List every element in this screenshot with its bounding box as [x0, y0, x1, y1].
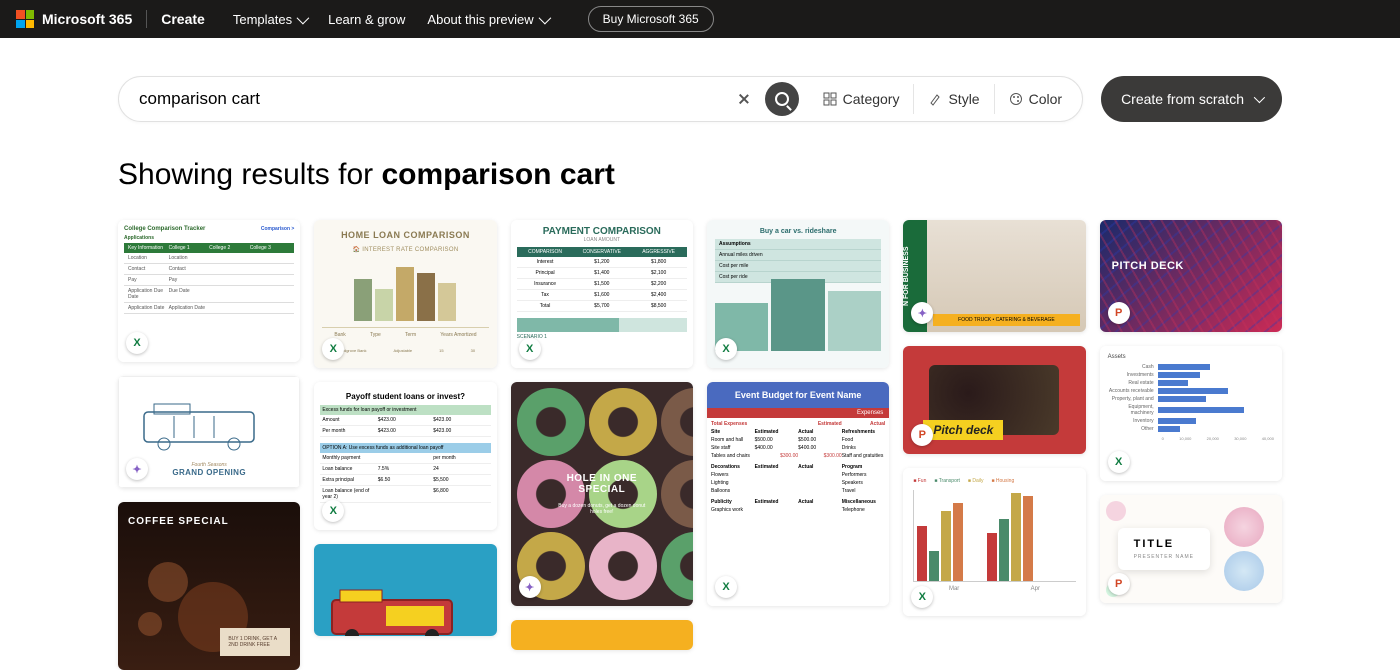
- brand-label: Microsoft 365: [42, 11, 132, 27]
- nav-templates[interactable]: Templates: [233, 12, 306, 27]
- search-container: Category Style Color: [118, 76, 1083, 122]
- powerpoint-badge-icon: P: [1108, 302, 1130, 324]
- thumbnail: HOLE IN ONESPECIALBuy a dozen donuts, ge…: [511, 382, 693, 606]
- filter-color[interactable]: Color: [994, 84, 1076, 114]
- brush-icon: [928, 92, 942, 106]
- template-card[interactable]: HOLE IN ONESPECIALBuy a dozen donuts, ge…: [511, 382, 693, 606]
- template-card[interactable]: Fourth Seasons GRAND OPENING ✦: [118, 376, 300, 488]
- template-card[interactable]: Pitch deck P: [903, 346, 1085, 454]
- designer-badge-icon: ✦: [519, 576, 541, 598]
- scratch-label: Create from scratch: [1121, 91, 1244, 107]
- template-card[interactable]: FunTransportDailyHousing MarApr X: [903, 468, 1085, 616]
- template-card[interactable]: TITLEPRESENTER NAME P: [1100, 495, 1282, 603]
- filter-color-label: Color: [1029, 91, 1062, 107]
- thumbnail: [511, 620, 693, 650]
- template-card[interactable]: Event Budget for Event Name Expenses Tot…: [707, 382, 889, 606]
- excel-badge-icon: X: [715, 576, 737, 598]
- close-icon: [738, 93, 750, 105]
- excel-badge-icon: X: [1108, 451, 1130, 473]
- search-icon: [775, 92, 789, 106]
- buy-button[interactable]: Buy Microsoft 365: [588, 6, 714, 32]
- nav-about-label: About this preview: [427, 12, 533, 27]
- template-card[interactable]: Payoff student loans or invest? Excess f…: [314, 382, 496, 530]
- filter-category[interactable]: Category: [809, 84, 914, 114]
- heading-prefix: Showing results for: [118, 158, 381, 191]
- search-input[interactable]: [139, 89, 727, 109]
- template-card[interactable]: N FOR BUSINESS FOOD TRUCK • CATERING & B…: [903, 220, 1085, 332]
- template-card[interactable]: PITCH DECK P: [1100, 220, 1282, 332]
- nav-about[interactable]: About this preview: [427, 12, 547, 27]
- template-card[interactable]: COFFEE SPECIAL BUY 1 DRINK, GET A 2ND DR…: [118, 502, 300, 670]
- template-grid: College Comparison TrackerComparison > A…: [0, 210, 1400, 670]
- palette-icon: [1009, 92, 1023, 106]
- template-card[interactable]: Assets CashInvestmentsReal estateAccount…: [1100, 346, 1282, 481]
- thumbnail: COFFEE SPECIAL BUY 1 DRINK, GET A 2ND DR…: [118, 502, 300, 670]
- thumbnail: Event Budget for Event Name Expenses Tot…: [707, 382, 889, 606]
- template-card[interactable]: [511, 620, 693, 650]
- search-submit-button[interactable]: [765, 82, 799, 116]
- search-filters: Category Style Color: [809, 84, 1076, 114]
- excel-badge-icon: X: [126, 332, 148, 354]
- microsoft-logo-icon: [16, 10, 34, 28]
- chevron-down-icon: [297, 11, 310, 24]
- excel-badge-icon: X: [715, 338, 737, 360]
- heading-term: comparison cart: [381, 158, 614, 191]
- filter-category-label: Category: [843, 91, 900, 107]
- chevron-down-icon: [1254, 92, 1265, 103]
- search-row: Category Style Color Create from scratch: [0, 38, 1400, 122]
- nav-learn[interactable]: Learn & grow: [328, 12, 405, 27]
- template-card[interactable]: PAYMENT COMPARISON LOAN AMOUNT COMPARISO…: [511, 220, 693, 368]
- excel-badge-icon: X: [519, 338, 541, 360]
- template-card[interactable]: [314, 544, 496, 636]
- filter-style-label: Style: [948, 91, 979, 107]
- template-card[interactable]: HOME LOAN COMPARISON 🏠 INTEREST RATE COM…: [314, 220, 496, 368]
- template-card[interactable]: Buy a car vs. rideshare AssumptionsAnnua…: [707, 220, 889, 368]
- designer-badge-icon: ✦: [126, 458, 148, 480]
- filter-style[interactable]: Style: [913, 84, 993, 114]
- buy-label: Buy Microsoft 365: [603, 12, 699, 26]
- nav-templates-label: Templates: [233, 12, 292, 27]
- top-nav: Templates Learn & grow About this previe…: [233, 6, 714, 32]
- divider: [146, 10, 147, 28]
- results-heading: Showing results for comparison cart: [0, 122, 1400, 210]
- brand-group[interactable]: Microsoft 365: [16, 10, 132, 28]
- thumbnail: [314, 544, 496, 636]
- create-link[interactable]: Create: [161, 11, 205, 27]
- grid-icon: [823, 92, 837, 106]
- powerpoint-badge-icon: P: [1108, 573, 1130, 595]
- template-card[interactable]: College Comparison TrackerComparison > A…: [118, 220, 300, 362]
- top-header: Microsoft 365 Create Templates Learn & g…: [0, 0, 1400, 38]
- clear-search-button[interactable]: [727, 82, 761, 116]
- chevron-down-icon: [538, 11, 551, 24]
- nav-learn-label: Learn & grow: [328, 12, 405, 27]
- create-from-scratch-button[interactable]: Create from scratch: [1101, 76, 1282, 122]
